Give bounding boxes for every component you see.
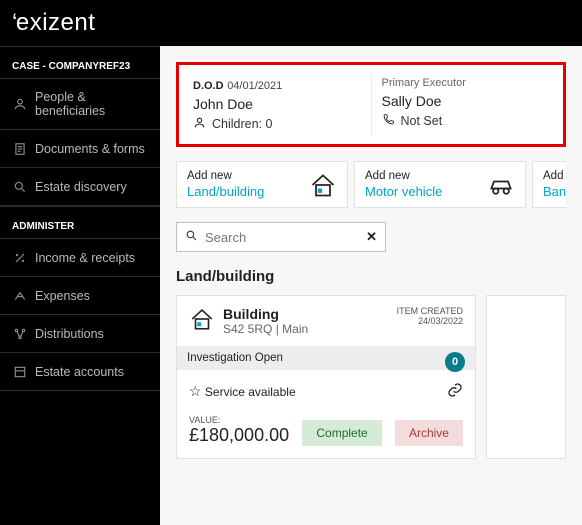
sidebar-item-accounts[interactable]: Estate accounts [0, 353, 160, 391]
sidebar: CASE - COMPANYREF23 People & beneficiari… [0, 46, 160, 525]
link-icon[interactable] [447, 382, 463, 401]
sidebar-item-label: Documents & forms [35, 142, 145, 156]
archive-button[interactable]: Archive [395, 420, 463, 446]
add-motor-link: Motor vehicle [365, 184, 442, 199]
house-icon [309, 171, 337, 199]
sidebar-item-people[interactable]: People & beneficiaries [0, 79, 160, 130]
expense-icon [12, 288, 27, 303]
brand-logo: ʻexizent [12, 9, 95, 37]
star-icon: ☆ [189, 383, 202, 399]
deceased-name: John Doe [193, 96, 361, 112]
add-new-row: Add new Land/building Add new Motor vehi… [176, 161, 566, 208]
house-icon [189, 306, 215, 336]
sidebar-item-expenses[interactable]: Expenses [0, 277, 160, 315]
add-bank-link: Bank a [543, 184, 566, 199]
sidebar-item-income[interactable]: Income & receipts [0, 239, 160, 277]
add-new-label: Add new [187, 170, 264, 182]
status-text: Investigation Open [187, 352, 283, 364]
children-count: Children: 0 [212, 117, 272, 131]
asset-card[interactable]: Building S42 5RQ | Main ITEM CREATED 24/… [176, 295, 476, 459]
item-created-label: ITEM CREATED [397, 306, 463, 316]
sidebar-item-label: Expenses [35, 289, 90, 303]
add-land-link: Land/building [187, 184, 264, 199]
executor-phone: Not Set [401, 114, 443, 128]
add-land-card[interactable]: Add new Land/building [176, 161, 348, 208]
executor-name: Sally Doe [382, 93, 550, 109]
sidebar-item-label: Estate discovery [35, 180, 127, 194]
sidebar-case-label: CASE - COMPANYREF23 [0, 46, 160, 79]
sidebar-item-label: Estate accounts [35, 365, 124, 379]
clear-search-icon[interactable]: ✕ [366, 229, 377, 245]
status-badge: 0 [445, 352, 465, 372]
deceased-column: D.O.D 04/01/2021 John Doe Children: 0 [183, 73, 372, 136]
top-bar: ʻexizent [0, 0, 582, 46]
document-icon [12, 141, 27, 156]
asset-subtitle: S42 5RQ | Main [223, 322, 308, 336]
sidebar-item-discovery[interactable]: Estate discovery [0, 168, 160, 206]
value-label: VALUE: [189, 415, 289, 425]
dod-label: D.O.D [193, 80, 224, 92]
distribution-icon [12, 326, 27, 341]
complete-button[interactable]: Complete [302, 420, 381, 446]
asset-title: Building [223, 306, 308, 322]
service-text: Service available [205, 385, 296, 399]
sidebar-admin-label: ADMINISTER [0, 206, 160, 239]
executor-column: Primary Executor Sally Doe Not Set [372, 73, 560, 136]
value-amount: £180,000.00 [189, 425, 289, 446]
add-bank-card[interactable]: Add new Bank a [532, 161, 566, 208]
executor-label: Primary Executor [382, 77, 550, 89]
percent-icon [12, 250, 27, 265]
accounts-icon [12, 364, 27, 379]
add-new-label: Add new [543, 170, 566, 182]
search-placeholder: Search [205, 230, 246, 245]
case-summary-highlight: D.O.D 04/01/2021 John Doe Children: 0 Pr… [176, 62, 566, 147]
item-created-date: 24/03/2022 [397, 316, 463, 326]
sidebar-item-distributions[interactable]: Distributions [0, 315, 160, 353]
phone-icon [382, 113, 395, 129]
sidebar-item-label: Income & receipts [35, 251, 135, 265]
dod-date: 04/01/2021 [227, 80, 282, 92]
sidebar-item-label: People & beneficiaries [35, 90, 148, 118]
empty-card [486, 295, 566, 459]
search-icon [185, 229, 198, 245]
add-motor-card[interactable]: Add new Motor vehicle [354, 161, 526, 208]
main-content: D.O.D 04/01/2021 John Doe Children: 0 Pr… [160, 46, 582, 525]
section-title: Land/building [176, 268, 566, 285]
search-box[interactable]: Search ✕ [176, 222, 386, 252]
search-icon [12, 179, 27, 194]
car-icon [487, 171, 515, 199]
add-new-label: Add new [365, 170, 442, 182]
sidebar-item-label: Distributions [35, 327, 104, 341]
person-icon [12, 97, 27, 112]
status-bar: Investigation Open 0 [177, 346, 475, 370]
person-icon [193, 116, 206, 132]
sidebar-item-documents[interactable]: Documents & forms [0, 130, 160, 168]
